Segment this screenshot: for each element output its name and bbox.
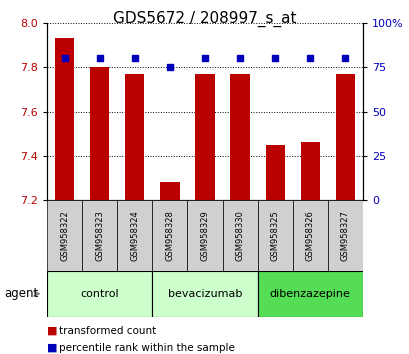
Point	[306, 56, 313, 61]
Point	[271, 56, 278, 61]
Bar	[160, 182, 179, 200]
Bar	[152, 271, 257, 317]
Bar	[82, 200, 117, 271]
Text: GSM958327: GSM958327	[340, 210, 349, 261]
Point	[341, 56, 348, 61]
Text: agent: agent	[4, 287, 38, 300]
Text: GSM958322: GSM958322	[60, 210, 69, 261]
Bar	[47, 271, 152, 317]
Bar	[335, 74, 354, 200]
Bar	[195, 74, 214, 200]
Bar	[90, 67, 109, 200]
Point	[96, 56, 103, 61]
Point	[61, 56, 68, 61]
Text: transformed count: transformed count	[59, 326, 156, 336]
Text: GSM958324: GSM958324	[130, 210, 139, 261]
Bar	[187, 200, 222, 271]
Bar	[257, 271, 362, 317]
Text: control: control	[80, 289, 119, 299]
Text: bevacizumab: bevacizumab	[167, 289, 242, 299]
Bar	[230, 74, 249, 200]
Bar	[55, 39, 74, 200]
Point	[201, 56, 208, 61]
Text: GSM958323: GSM958323	[95, 210, 104, 261]
Point	[166, 64, 173, 70]
Bar	[125, 74, 144, 200]
Text: percentile rank within the sample: percentile rank within the sample	[59, 343, 235, 353]
Point	[236, 56, 243, 61]
Bar	[47, 200, 82, 271]
Text: ■: ■	[47, 343, 58, 353]
Text: GSM958326: GSM958326	[305, 210, 314, 261]
Bar	[257, 200, 292, 271]
Text: GDS5672 / 208997_s_at: GDS5672 / 208997_s_at	[113, 11, 296, 27]
Bar	[265, 145, 284, 200]
Text: GSM958325: GSM958325	[270, 210, 279, 261]
Bar	[117, 200, 152, 271]
Bar	[327, 200, 362, 271]
Text: ■: ■	[47, 326, 58, 336]
Text: dibenzazepine: dibenzazepine	[269, 289, 350, 299]
Bar	[152, 200, 187, 271]
Text: GSM958329: GSM958329	[200, 210, 209, 261]
Point	[131, 56, 138, 61]
Bar	[222, 200, 257, 271]
Text: GSM958328: GSM958328	[165, 210, 174, 261]
Bar	[292, 200, 327, 271]
Text: GSM958330: GSM958330	[235, 210, 244, 261]
Bar	[300, 143, 319, 200]
